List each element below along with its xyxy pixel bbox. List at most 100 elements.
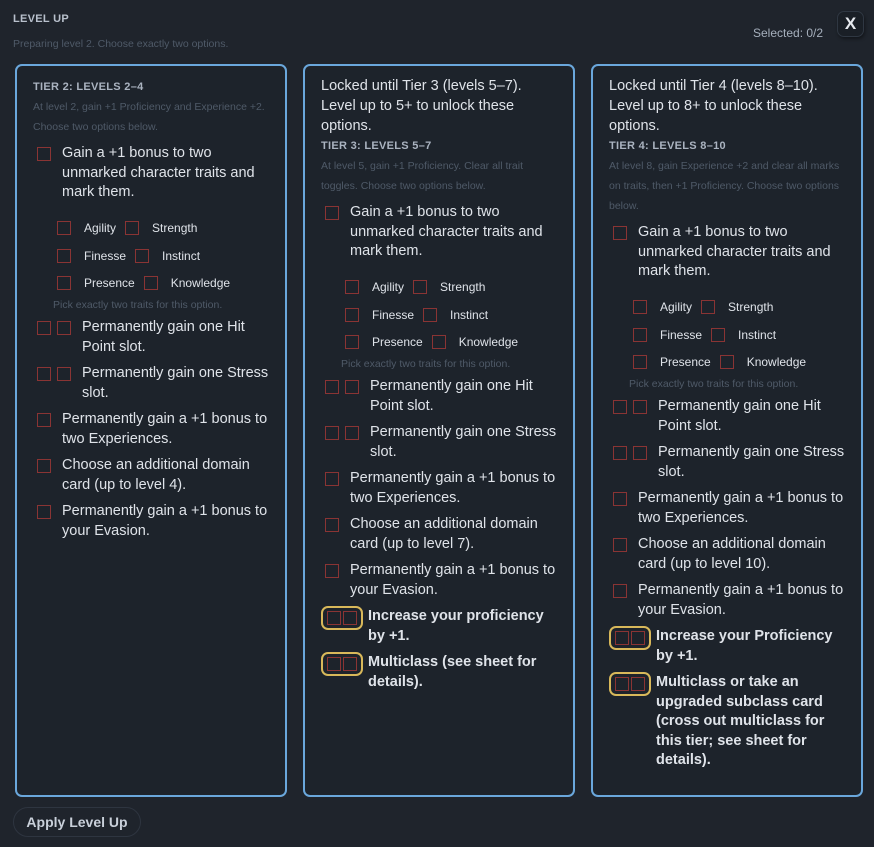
option-checkbox[interactable]	[633, 446, 647, 460]
option-checkbox[interactable]	[325, 564, 339, 578]
trait-option[interactable]: Finesse	[57, 248, 126, 263]
trait-checkbox[interactable]	[57, 221, 71, 236]
trait-option[interactable]: Knowledge	[431, 335, 518, 350]
option-checkbox[interactable]	[325, 206, 339, 220]
option-checkboxes	[613, 489, 627, 506]
option-checkbox[interactable]	[631, 677, 645, 691]
option-checkboxes	[325, 561, 339, 578]
option-item: Permanently gain a +1 bonus to your Evas…	[33, 502, 269, 541]
trait-checkbox[interactable]	[143, 276, 158, 291]
option-label: Choose an additional domain card (up to …	[638, 536, 826, 572]
trait-checkbox[interactable]	[701, 300, 716, 315]
option-checkbox[interactable]	[57, 321, 71, 335]
trait-label: Instinct	[738, 327, 777, 342]
trait-row: Finesse Instinct	[345, 301, 557, 329]
trait-checkbox[interactable]	[431, 335, 446, 350]
trait-checkbox[interactable]	[57, 248, 71, 263]
option-checkbox[interactable]	[345, 426, 359, 440]
option-checkbox[interactable]	[325, 426, 339, 440]
option-checkbox[interactable]	[613, 492, 627, 506]
close-button[interactable]: X	[837, 11, 864, 37]
trait-option[interactable]: Agility	[345, 280, 405, 295]
trait-option[interactable]: Presence	[57, 276, 135, 291]
trait-option[interactable]: Instinct	[135, 248, 200, 263]
trait-checkbox[interactable]	[711, 327, 726, 342]
trait-checkbox[interactable]	[633, 355, 647, 370]
trait-option[interactable]: Strength	[125, 221, 197, 236]
trait-checkbox[interactable]	[719, 355, 734, 370]
option-checkbox[interactable]	[615, 677, 629, 691]
option-checkbox[interactable]	[613, 584, 627, 598]
trait-option[interactable]: Strength	[701, 300, 774, 315]
option-checkbox[interactable]	[37, 413, 51, 427]
option-checkbox[interactable]	[37, 147, 51, 161]
trait-row: Presence Knowledge	[57, 270, 269, 298]
trait-option[interactable]: Instinct	[711, 327, 777, 342]
trait-checkbox[interactable]	[345, 307, 359, 322]
trait-checkbox[interactable]	[633, 327, 647, 342]
option-checkbox[interactable]	[613, 400, 627, 414]
trait-checkbox[interactable]	[633, 300, 647, 315]
option-checkbox[interactable]	[327, 657, 341, 671]
trait-checkbox[interactable]	[135, 248, 150, 263]
option-checkbox[interactable]	[57, 367, 71, 381]
trait-checkbox[interactable]	[345, 280, 359, 295]
trait-label: Strength	[728, 300, 774, 315]
option-checkbox[interactable]	[327, 611, 341, 625]
option-checkbox[interactable]	[613, 538, 627, 552]
option-label: Multiclass (see sheet for details).	[368, 654, 537, 690]
trait-option[interactable]: Knowledge	[719, 355, 806, 370]
option-checkbox[interactable]	[613, 226, 627, 240]
trait-checkbox[interactable]	[345, 335, 359, 350]
option-checkbox[interactable]	[345, 380, 359, 394]
option-checkbox[interactable]	[325, 380, 339, 394]
option-label: Multiclass or take an upgraded subclass …	[656, 674, 825, 768]
trait-option[interactable]: Presence	[345, 335, 423, 350]
trait-row: Agility Strength	[633, 294, 845, 322]
option-checkbox[interactable]	[37, 459, 51, 473]
trait-option[interactable]: Strength	[413, 280, 485, 295]
option-item: Gain a +1 bonus to two unmarked characte…	[321, 203, 557, 262]
option-checkbox[interactable]	[615, 631, 629, 645]
option-checkbox[interactable]	[613, 446, 627, 460]
option-checkbox[interactable]	[325, 472, 339, 486]
option-checkbox[interactable]	[37, 505, 51, 519]
option-checkbox[interactable]	[633, 400, 647, 414]
trait-option[interactable]: Agility	[57, 221, 116, 236]
option-checkbox[interactable]	[325, 518, 339, 532]
option-checkboxes	[37, 456, 51, 473]
option-item: Gain a +1 bonus to two unmarked characte…	[609, 223, 845, 282]
trait-picker: Agility Strength Finesse Instinct Presence Kn…	[633, 294, 845, 377]
trait-option[interactable]: Finesse	[345, 307, 414, 322]
option-checkbox[interactable]	[343, 611, 357, 625]
apply-level-up-button[interactable]: Apply Level Up	[13, 807, 141, 837]
trait-checkbox[interactable]	[57, 276, 71, 291]
highlighted-option-checkboxes	[609, 626, 651, 650]
option-checkbox[interactable]	[37, 367, 51, 381]
trait-row: Agility Strength	[345, 274, 557, 302]
trait-checkbox[interactable]	[423, 307, 438, 322]
trait-row: Finesse Instinct	[57, 242, 269, 270]
option-checkbox[interactable]	[631, 631, 645, 645]
option-checkboxes	[325, 377, 359, 394]
highlighted-option-checkboxes	[321, 652, 363, 676]
option-item: Multiclass (see sheet for details).	[321, 652, 557, 692]
option-item: Permanently gain one Stress slot.	[321, 423, 557, 462]
trait-option[interactable]: Finesse	[633, 327, 702, 342]
trait-option[interactable]: Presence	[633, 355, 711, 370]
trait-option[interactable]: Knowledge	[143, 276, 230, 291]
trait-option[interactable]: Agility	[633, 300, 692, 315]
trait-label: Presence	[372, 335, 423, 350]
trait-checkbox[interactable]	[413, 280, 428, 295]
option-label: Permanently gain a +1 bonus to your Evas…	[350, 562, 556, 598]
trait-row: Presence Knowledge	[633, 349, 845, 377]
option-checkboxes	[613, 581, 627, 598]
trait-label: Agility	[372, 280, 405, 295]
trait-checkbox[interactable]	[125, 221, 140, 236]
locked-notice: Locked until Tier 3 (levels 5–7). Level …	[321, 78, 522, 134]
option-label: Increase your Proficiency by +1.	[656, 628, 833, 664]
trait-row: Agility Strength	[57, 215, 269, 243]
trait-option[interactable]: Instinct	[423, 307, 488, 322]
option-checkbox[interactable]	[343, 657, 357, 671]
option-checkbox[interactable]	[37, 321, 51, 335]
